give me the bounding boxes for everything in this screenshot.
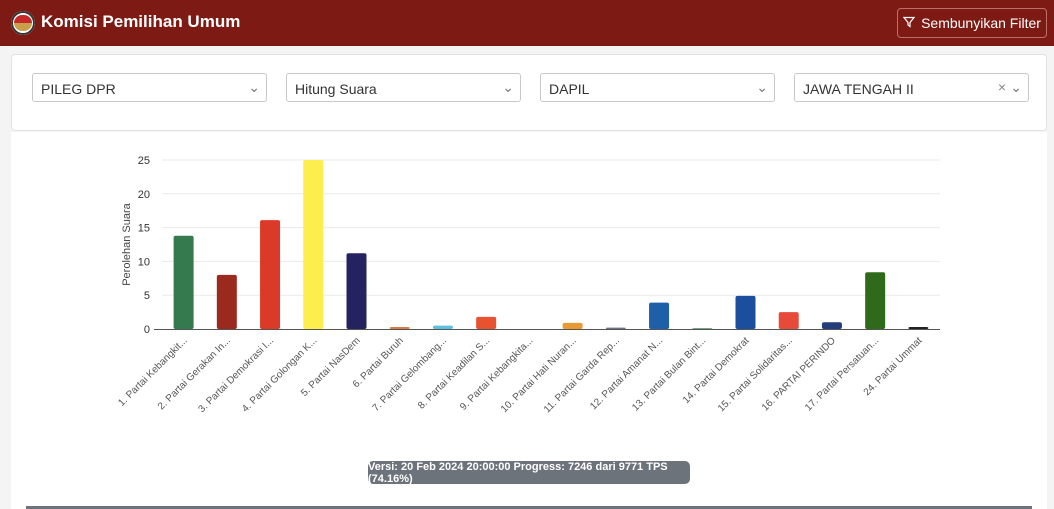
y-tick-label: 20 xyxy=(138,189,150,201)
x-tick-label: 8. Partai Keadilan S... xyxy=(416,335,492,411)
x-tick-label: 11. Partai Garda Rep... xyxy=(542,335,622,415)
kpu-logo xyxy=(11,11,35,35)
x-tick-label: 13. Partai Bulan Bint... xyxy=(630,335,708,413)
x-tick-label: 12. Partai Amanat N... xyxy=(588,335,665,412)
app-header: Komisi Pemilihan Umum Sembunyikan Filter xyxy=(0,0,1054,46)
vote-bar-chart: 0 5 10 15 20 25 Perolehan Suara 1. Partai Keban… xyxy=(116,155,940,415)
x-tick-label: 7. Partai Gelombang... xyxy=(371,335,450,414)
bar xyxy=(432,325,453,329)
y-tick-label: 5 xyxy=(144,290,150,302)
y-tick-label: 0 xyxy=(144,324,150,336)
bottom-bar xyxy=(26,506,1032,509)
y-tick-label: 10 xyxy=(138,256,150,268)
y-tick-label: 15 xyxy=(138,223,150,235)
region-level-select[interactable]: DAPIL ⌄ xyxy=(540,73,775,102)
x-tick-label: 15. Partai Solidaritas... xyxy=(716,335,795,414)
select-value: DAPIL xyxy=(549,81,590,97)
x-tick-label: 3. Partai Demokrasi I... xyxy=(196,335,276,415)
bar xyxy=(821,322,842,329)
bar xyxy=(778,312,799,329)
select-value: JAWA TENGAH II xyxy=(803,81,914,97)
app-title: Komisi Pemilihan Umum xyxy=(41,12,241,31)
bar xyxy=(173,235,194,329)
hide-filter-label: Sembunyikan Filter xyxy=(921,15,1041,31)
bar xyxy=(216,274,237,329)
x-tick-label: 2. Partai Gerakan In... xyxy=(156,335,233,412)
select-value: PILEG DPR xyxy=(41,81,116,97)
x-tick-label: 9. Partai Kebangkita... xyxy=(458,335,535,412)
select-value: Hitung Suara xyxy=(295,81,377,97)
y-tick-label: 25 xyxy=(138,155,150,167)
bar xyxy=(346,253,367,329)
chevron-down-icon: ⌄ xyxy=(756,79,768,95)
bar xyxy=(476,316,497,329)
y-axis-label: Perolehan Suara xyxy=(121,202,133,285)
x-tick-label: 1. Partai Kebangkit... xyxy=(116,335,189,408)
bar xyxy=(908,326,929,329)
bar xyxy=(562,322,583,329)
x-tick-label: 10. Partai Hati Nuran... xyxy=(499,335,579,415)
dapil-select[interactable]: JAWA TENGAH II × ⌄ xyxy=(794,73,1029,102)
hide-filter-button[interactable]: Sembunyikan Filter xyxy=(897,8,1047,38)
x-tick-label: 17. Partai Persatuan... xyxy=(803,335,881,413)
version-progress-badge: Versi: 20 Feb 2024 20:00:00 Progress: 72… xyxy=(368,461,690,485)
x-tick-label: 16. PARTAI PERINDO xyxy=(760,335,838,413)
x-tick-label: 4. Partai Golongan K... xyxy=(240,335,319,414)
bar xyxy=(865,272,886,329)
bar xyxy=(389,326,410,329)
chevron-down-icon: ⌄ xyxy=(248,79,260,95)
chevron-down-icon: ⌄ xyxy=(502,79,514,95)
election-type-select[interactable]: PILEG DPR ⌄ xyxy=(32,73,267,102)
bar xyxy=(303,160,324,329)
count-type-select[interactable]: Hitung Suara ⌄ xyxy=(286,73,521,102)
bar xyxy=(649,302,670,329)
bar xyxy=(605,327,626,329)
filter-icon xyxy=(902,15,916,31)
bar xyxy=(260,220,281,329)
filter-panel: PILEG DPR ⌄ Hitung Suara ⌄ DAPIL ⌄ JAWA TEN… xyxy=(11,54,1047,131)
bar xyxy=(735,295,756,329)
clear-icon[interactable]: × xyxy=(997,79,1006,95)
chevron-down-icon: ⌄ xyxy=(1010,79,1022,95)
